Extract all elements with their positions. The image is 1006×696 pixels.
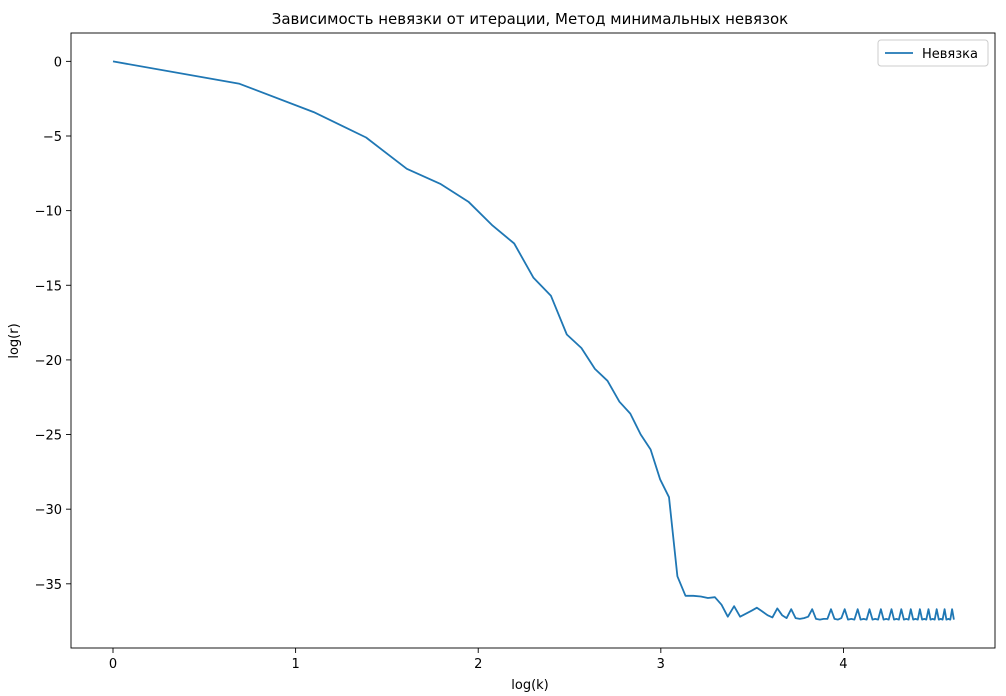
y-tick-label: −5: [43, 130, 62, 145]
series-layer: [112, 60, 955, 621]
y-tick-label: −15: [35, 279, 62, 294]
legend-entry-nevyazka: Невязка: [922, 47, 978, 62]
x-tick-label: 1: [291, 657, 299, 672]
y-tick-label: −25: [35, 429, 62, 444]
legend: Невязка: [877, 39, 989, 67]
plot-background: [71, 33, 995, 648]
y-tick-label: −10: [35, 205, 62, 220]
series-line-nevyazka: [112, 60, 955, 621]
y-tick-label: 0: [54, 55, 62, 70]
y-axis: 0 −5 −10 −15 −20 −25 −30 −35: [35, 55, 71, 593]
x-tick-label: 2: [474, 657, 482, 672]
x-tick-label: 4: [839, 657, 847, 672]
x-tick-label: 0: [109, 657, 117, 672]
chart-title: Зависимость невязки от итерации, Метод м…: [272, 10, 788, 28]
x-axis: 0 1 2 3 4: [109, 648, 848, 672]
plot-frame: [70, 32, 996, 649]
plot-area: [70, 32, 996, 649]
x-axis-label: log(k): [511, 678, 549, 693]
x-tick-label: 3: [657, 657, 665, 672]
y-tick-label: −20: [35, 354, 62, 369]
y-tick-label: −30: [35, 503, 62, 518]
y-axis-label: log(r): [7, 323, 22, 358]
y-tick-label: −35: [35, 578, 62, 593]
legend-box: [877, 39, 989, 67]
